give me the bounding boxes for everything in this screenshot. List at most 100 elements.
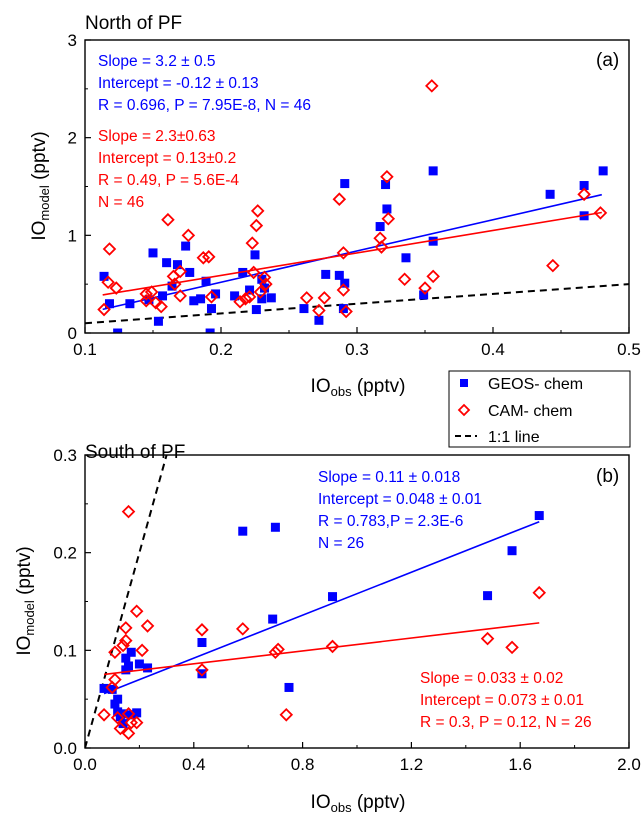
data-point-diamond xyxy=(102,242,117,256)
panel-a-label: (a) xyxy=(596,50,619,71)
data-point-diamond xyxy=(121,726,136,741)
one-to-one-line xyxy=(85,283,629,325)
data-point-square xyxy=(99,271,109,281)
regression-line xyxy=(102,211,602,296)
data-point-square xyxy=(121,653,131,663)
data-point-diamond xyxy=(546,258,560,273)
data-point-diamond xyxy=(259,277,273,291)
y-tick-label: 0.1 xyxy=(53,641,77,660)
data-point-diamond xyxy=(129,604,144,619)
y-tick-label: 1 xyxy=(68,226,77,245)
data-point-diamond xyxy=(195,663,209,677)
legend-square-marker xyxy=(460,379,468,387)
data-point-square xyxy=(507,546,517,556)
y-tick-label: 2 xyxy=(68,129,77,148)
data-point-square xyxy=(340,278,350,288)
plot-area xyxy=(85,79,629,333)
data-point-diamond xyxy=(181,228,196,243)
data-point-square xyxy=(181,241,191,251)
data-point-diamond xyxy=(204,290,219,304)
data-point-square xyxy=(545,189,555,199)
data-point-diamond xyxy=(161,212,175,227)
data-point-square xyxy=(598,166,608,176)
data-point-square xyxy=(144,295,154,305)
data-point-square xyxy=(483,591,493,601)
data-point-diamond xyxy=(144,285,159,299)
panel-a-ylabel: IOmodel (pptv) xyxy=(29,131,52,240)
data-point-square xyxy=(428,166,438,176)
panel-a-cam-annotation: Slope = 2.3±0.63 Intercept = 0.13±0.2 R … xyxy=(98,128,239,211)
data-point-square xyxy=(428,236,438,246)
data-point-square xyxy=(321,269,331,279)
series-cam-chem xyxy=(97,504,547,741)
annotation-line: Slope = 0.033 ± 0.02 xyxy=(420,670,563,687)
data-point-diamond xyxy=(381,211,396,226)
panel-b-ylabel: IOmodel (pptv) xyxy=(14,546,37,655)
data-point-square xyxy=(162,258,172,268)
panel-b-geos-annotation: Slope = 0.11 ± 0.018 Intercept = 0.048 ±… xyxy=(318,469,482,552)
data-point-diamond xyxy=(279,708,294,722)
regression-line xyxy=(103,520,540,695)
series-geos-chem xyxy=(99,511,544,729)
data-point-diamond xyxy=(129,715,144,730)
annotation-line: N = 46 xyxy=(98,194,144,211)
data-point-square xyxy=(197,638,207,648)
data-point-diamond xyxy=(242,290,257,304)
regression-line xyxy=(103,622,540,676)
legend-diamond-marker xyxy=(457,403,471,417)
data-point-diamond xyxy=(109,281,124,295)
data-point-diamond xyxy=(249,218,264,233)
data-point-diamond xyxy=(135,643,149,658)
data-point-square xyxy=(270,522,280,532)
data-point-diamond xyxy=(426,269,440,284)
data-point-square xyxy=(132,708,142,718)
data-point-square xyxy=(251,305,261,315)
data-point-diamond xyxy=(312,303,326,318)
data-point-square xyxy=(375,222,385,232)
annotation-line: R = 0.783,P = 2.3E-6 xyxy=(318,513,463,530)
panel-south-of-pf: South of PF (b) 0.0 0.4 0.8 1.2 1.6 2.0 0.0 0.1… xyxy=(14,442,641,815)
regression-line xyxy=(102,193,602,311)
plot-area xyxy=(85,455,547,748)
data-point-square xyxy=(126,710,136,720)
data-point-square xyxy=(250,250,260,260)
x-tick-label: 0.8 xyxy=(291,755,315,774)
data-point-diamond xyxy=(380,169,394,184)
panel-b-xlabel: IOobs (pptv) xyxy=(311,792,406,815)
data-point-square xyxy=(185,267,195,277)
data-point-diamond xyxy=(299,291,314,305)
data-point-diamond xyxy=(245,236,260,250)
series-cam-chem xyxy=(97,79,608,319)
data-point-diamond xyxy=(532,585,547,600)
data-point-square xyxy=(134,659,144,669)
data-point-square xyxy=(284,682,294,692)
data-point-square xyxy=(334,270,344,280)
legend: GEOS- chem CAM- chem 1:1 line xyxy=(448,370,631,448)
y-tick-label: 0 xyxy=(68,324,77,343)
x-tick-label: 0.5 xyxy=(617,340,641,359)
x-tick-label: 2.0 xyxy=(617,755,641,774)
data-point-diamond xyxy=(119,621,133,635)
data-point-diamond xyxy=(154,299,168,314)
y-tick-label: 0.3 xyxy=(53,446,77,465)
annotation-line: Slope = 3.2 ± 0.5 xyxy=(98,53,216,70)
x-tick-label: 0.3 xyxy=(345,340,369,359)
data-point-square xyxy=(382,204,392,214)
data-point-square xyxy=(201,276,211,286)
data-point-square xyxy=(172,260,182,270)
data-point-square xyxy=(534,511,544,521)
x-tick-label: 1.2 xyxy=(400,755,424,774)
legend-label-one-to-one: 1:1 line xyxy=(488,429,540,446)
data-point-square xyxy=(381,180,391,190)
data-point-diamond xyxy=(105,680,119,695)
annotation-line: Intercept = 0.073 ± 0.01 xyxy=(420,692,584,709)
data-point-diamond xyxy=(173,289,187,303)
panel-b-cam-annotation: Slope = 0.033 ± 0.02 Intercept = 0.073 ±… xyxy=(420,670,592,731)
data-point-square xyxy=(118,719,128,729)
data-point-diamond xyxy=(124,715,139,730)
data-point-square xyxy=(230,291,240,301)
data-point-diamond xyxy=(97,302,111,317)
annotation-line: N = 26 xyxy=(318,535,364,552)
annotation-line: R = 0.696, P = 7.95E-8, N = 46 xyxy=(98,97,311,114)
